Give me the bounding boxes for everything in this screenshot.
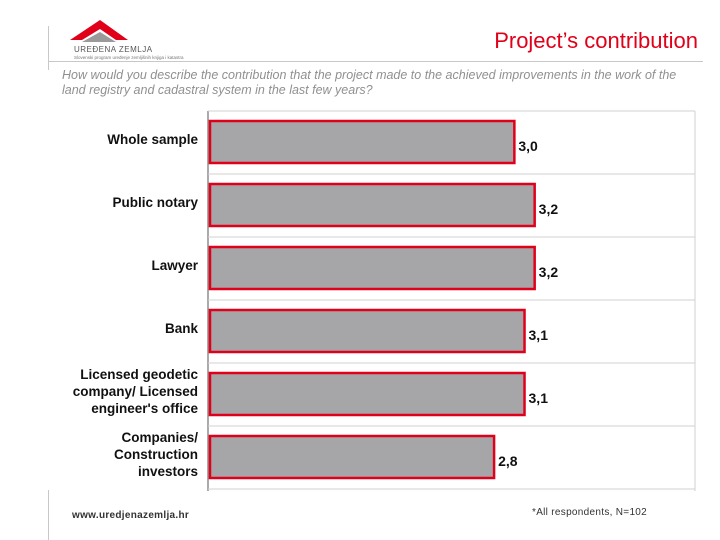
footer-divider: [48, 490, 49, 540]
bar: [208, 245, 536, 291]
logo-subtext: Slovenski program uređenje zemljišnih kn…: [74, 55, 184, 60]
bar: [208, 308, 526, 354]
header-rule: [48, 61, 703, 62]
data-label: 3,0: [518, 138, 538, 154]
logo-text: UREĐENA ZEMLJA: [74, 45, 153, 54]
category-label: Construction: [114, 447, 198, 462]
page-title: Project’s contribution: [494, 28, 698, 53]
survey-question: How would you describe the contribution …: [62, 68, 677, 97]
category-label: Licensed geodetic: [80, 367, 198, 382]
category-label: Bank: [165, 321, 199, 336]
bar: [208, 119, 516, 165]
bar: [208, 371, 526, 417]
category-label: Whole sample: [107, 132, 198, 147]
data-label: 3,2: [539, 264, 559, 280]
footer-url: www.uredjenazemlja.hr: [72, 510, 190, 521]
logo-icon: [70, 20, 128, 42]
category-label: Companies/: [121, 430, 198, 445]
footer-note: *All respondents, N=102: [532, 507, 648, 518]
data-label: 3,2: [539, 201, 559, 217]
header-divider: [48, 26, 49, 70]
data-label: 2,8: [498, 453, 518, 469]
data-label: 3,1: [529, 390, 549, 406]
category-label: Public notary: [112, 195, 198, 210]
bar: [208, 182, 536, 228]
data-label: 3,1: [529, 327, 549, 343]
category-label: Lawyer: [151, 258, 198, 273]
category-label: investors: [138, 464, 198, 479]
category-label: engineer's office: [91, 401, 198, 416]
bar: [208, 434, 496, 480]
category-label: company/ Licensed: [73, 384, 198, 399]
